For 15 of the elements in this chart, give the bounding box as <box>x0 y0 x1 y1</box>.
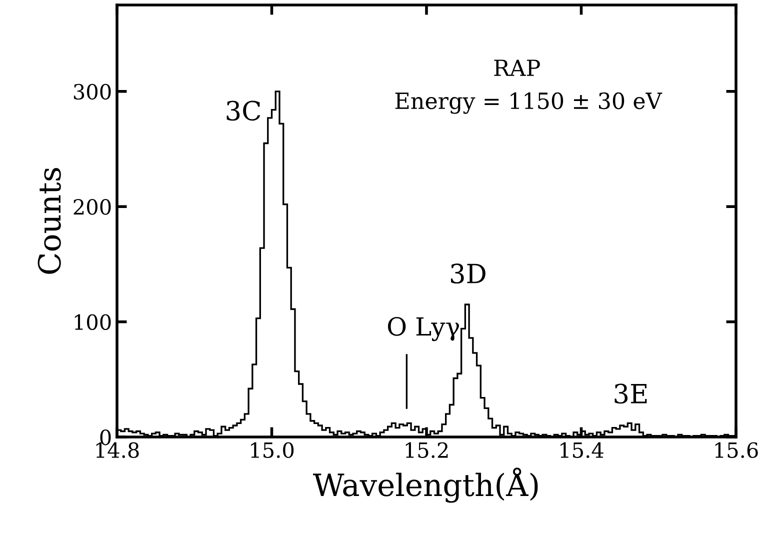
y-tick-label: 200 <box>74 199 111 215</box>
annotation: RAP <box>494 60 540 76</box>
y-tick-label: 100 <box>74 314 111 330</box>
annotation: Energy = 1150 ± 30 eV <box>395 92 662 114</box>
annotation: O Lyγ <box>388 316 460 342</box>
annotation: 3E <box>614 384 647 404</box>
y-tick-label: 300 <box>74 84 111 100</box>
annotation: 3C <box>226 100 260 121</box>
x-tick-label: 15.6 <box>715 442 758 458</box>
y-axis-title: Counts <box>38 168 61 274</box>
x-axis-title: Wavelength(Å) <box>313 468 538 503</box>
x-tick-label: 15.4 <box>560 442 604 458</box>
x-tick-label: 15.0 <box>251 442 294 458</box>
annotation: 3D <box>451 264 486 284</box>
x-tick-label: 15.2 <box>406 442 448 458</box>
